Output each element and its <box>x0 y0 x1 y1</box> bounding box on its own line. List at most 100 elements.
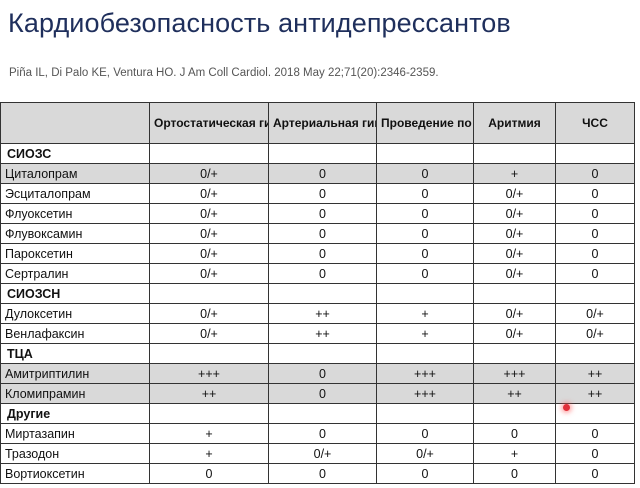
table-cell: 0/+ <box>268 443 377 464</box>
table-cell: 0/+ <box>473 183 556 204</box>
drug-name: Миртазапин <box>0 423 150 444</box>
group-row: СИОЗС <box>0 143 635 164</box>
table-row: Кломипрамин ++ 0 +++ ++ ++ <box>0 383 635 404</box>
table-cell: 0/+ <box>149 323 269 344</box>
drug-name: Венлафаксин <box>0 323 150 344</box>
table-cell <box>376 403 474 424</box>
table-row: Миртазапин +0 0 0 0 <box>0 423 635 444</box>
table-cell: 0/+ <box>555 303 635 324</box>
table-cell: 0/+ <box>473 303 556 324</box>
table-cell: + <box>376 303 474 324</box>
table-cell: 0 <box>555 183 635 204</box>
table-cell: 0/+ <box>473 223 556 244</box>
table-cell: 0 <box>268 183 377 204</box>
table-cell: 0/+ <box>149 303 269 324</box>
table-cell: 0 <box>555 243 635 264</box>
table-cell: 0/+ <box>555 323 635 344</box>
table-row: Вортиоксетин 0 0 0 0 0 <box>0 463 635 484</box>
table-cell: 0/+ <box>473 243 556 264</box>
column-header: Проведение по сердцу <box>376 102 474 144</box>
table-cell: 0/+ <box>149 243 269 264</box>
table-row: Флувоксамин 0/+ 0 0 0/+ 0 <box>0 223 635 244</box>
table-cell <box>376 343 474 364</box>
table-cell: 0 <box>376 163 474 184</box>
table-cell: 0 <box>555 223 635 244</box>
drug-name: Сертралин <box>0 263 150 284</box>
group-row: ТЦА <box>0 343 635 364</box>
group-label: Другие <box>0 403 150 424</box>
table-row: Флуоксетин 0/+ 0 0 0/+ 0 <box>0 203 635 224</box>
table-row: Сертралин 0/+ 0 0 0/+ 0 <box>0 263 635 284</box>
laser-pointer-dot <box>563 404 570 411</box>
table-cell: 0 <box>376 463 474 484</box>
table-cell: ++ <box>268 303 377 324</box>
drug-name: Флуоксетин <box>0 203 150 224</box>
table-cell: 0 <box>376 183 474 204</box>
table-row: Пароксетин 0/+ 0 0 0/+ 0 <box>0 243 635 264</box>
table-cell: ++ <box>555 383 635 404</box>
table-cell: 0 <box>268 163 377 184</box>
table-cell <box>473 143 556 164</box>
table-cell <box>268 283 377 304</box>
table-cell: 0 <box>376 203 474 224</box>
table-cell: 0 <box>555 163 635 184</box>
table-cell: 0/+ <box>473 203 556 224</box>
table-cell: 0 <box>268 243 377 264</box>
column-header: Ортостатическая гипотензия <box>149 102 269 144</box>
table-cell <box>555 143 635 164</box>
group-label: СИОЗС <box>0 143 150 164</box>
table-cell: 0 <box>268 383 377 404</box>
table-cell <box>473 343 556 364</box>
drug-name: Флувоксамин <box>0 223 150 244</box>
table-cell: 0 <box>555 263 635 284</box>
table-cell <box>555 343 635 364</box>
table-cell: 0 <box>268 223 377 244</box>
table-cell: 0 <box>376 223 474 244</box>
table-cell: +++ <box>376 363 474 384</box>
drug-name: Кломипрамин <box>0 383 150 404</box>
table-cell: 0 <box>268 463 377 484</box>
column-header: ЧСС <box>555 102 635 144</box>
table-cell <box>149 343 269 364</box>
table-cell: 0 <box>376 263 474 284</box>
group-label: ТЦА <box>0 343 150 364</box>
table-cell: ++ <box>555 363 635 384</box>
table-cell: 0 <box>376 423 474 444</box>
table-cell: 0/+ <box>473 263 556 284</box>
table-cell <box>268 343 377 364</box>
table-cell: 0 <box>473 423 556 444</box>
drug-name: Пароксетин <box>0 243 150 264</box>
table-cell: + <box>376 323 474 344</box>
slide-title: Кардиобезопасность антидепрессантов <box>8 8 511 38</box>
table-cell: 0 <box>555 203 635 224</box>
table-cell: 0 <box>149 463 269 484</box>
table-cell <box>376 283 474 304</box>
group-row: СИОЗСН <box>0 283 635 304</box>
table-cell: 0/+ <box>473 323 556 344</box>
table-cell: 0 <box>555 463 635 484</box>
table-row: Тразодон +0/+ 0/+ +0 <box>0 443 635 464</box>
table-row: Дулоксетин 0/+ ++ +0/+ 0/+ <box>0 303 635 324</box>
table-row: Эсциталопрам 0/+ 0 0 0/+ 0 <box>0 183 635 204</box>
table-cell: 0 <box>268 363 377 384</box>
table-header-row: Ортостатическая гипотензияАртериальная г… <box>0 102 635 144</box>
column-header: Артериальная гипертензия <box>268 102 377 144</box>
drug-name: Тразодон <box>0 443 150 464</box>
table-cell: ++ <box>473 383 556 404</box>
table-cell <box>149 283 269 304</box>
group-label: СИОЗСН <box>0 283 150 304</box>
table-cell <box>149 143 269 164</box>
table-cell: 0/+ <box>376 443 474 464</box>
table-cell: 0 <box>268 263 377 284</box>
citation: Piña IL, Di Palo KE, Ventura HO. J Am Co… <box>9 67 439 79</box>
table-cell: 0/+ <box>149 183 269 204</box>
table-cell: +++ <box>473 363 556 384</box>
table-cell: +++ <box>376 383 474 404</box>
table-cell: +++ <box>149 363 269 384</box>
table-cell <box>149 403 269 424</box>
table-cell: 0/+ <box>149 163 269 184</box>
table-cell: + <box>473 163 556 184</box>
table-cell <box>555 283 635 304</box>
table-cell: + <box>149 443 269 464</box>
table-cell <box>473 403 556 424</box>
